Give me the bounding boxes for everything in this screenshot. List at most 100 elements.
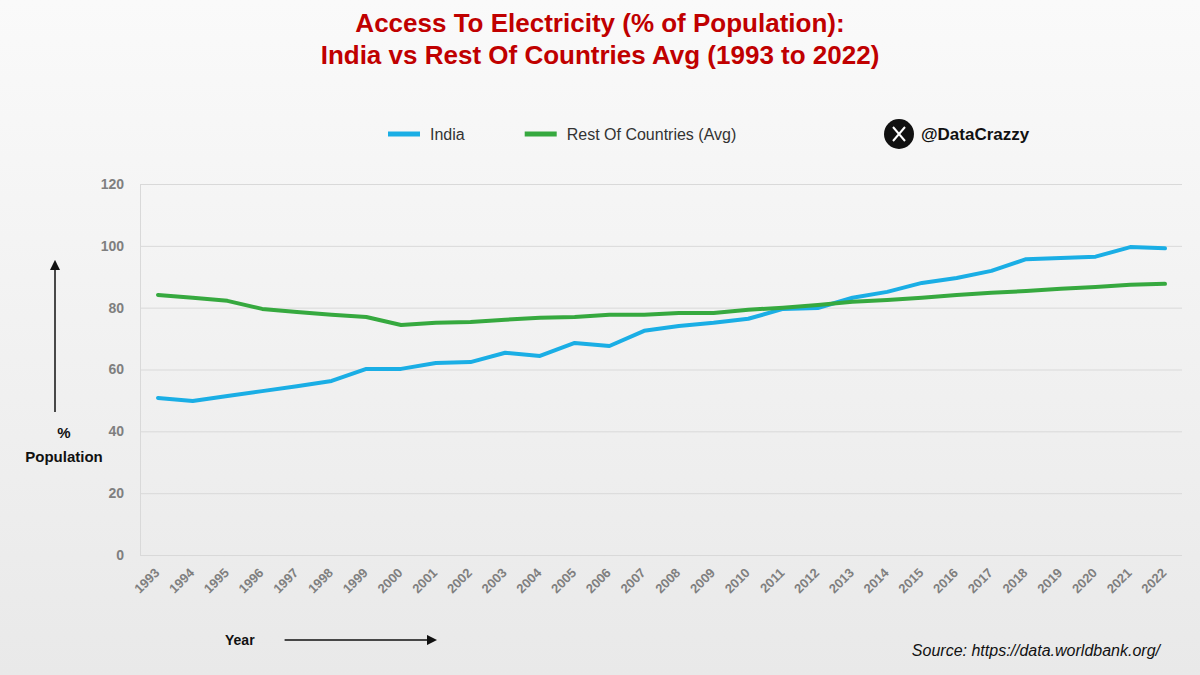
x-tick: 2003 xyxy=(479,555,510,596)
x-tick-label: 1997 xyxy=(270,565,301,596)
x-tick-label: 2016 xyxy=(930,565,961,596)
x-tick-label: 2014 xyxy=(861,565,893,597)
series-line xyxy=(158,247,1165,401)
grid-line xyxy=(140,493,1182,494)
legend-swatch xyxy=(525,132,557,137)
x-tick: 2018 xyxy=(999,555,1030,596)
x-tick: 2004 xyxy=(513,555,545,596)
x-tick-label: 2021 xyxy=(1104,565,1135,596)
handle: @DataCrazzy xyxy=(921,125,1030,144)
title: Access To Electricity (% of Population):… xyxy=(321,8,880,70)
y-tick-label: 100 xyxy=(101,238,125,254)
x-tick: 1996 xyxy=(236,555,267,596)
y-tick: 40 xyxy=(108,423,1182,439)
x-logo-mark xyxy=(893,127,905,141)
chart: Access To Electricity (% of Population):… xyxy=(0,0,1200,675)
x-tick-label: 2022 xyxy=(1138,565,1169,596)
x-tick: 2009 xyxy=(687,555,718,596)
x-tick: 1994 xyxy=(166,555,198,596)
legend-label: Rest Of Countries (Avg) xyxy=(567,126,737,143)
x-tick: 1999 xyxy=(340,555,371,596)
legend-swatch xyxy=(388,132,420,137)
grid-line xyxy=(140,370,1182,371)
background xyxy=(0,0,1200,675)
x-tick-label: 2011 xyxy=(757,565,788,596)
x-tick-label: 1999 xyxy=(340,565,371,596)
x-axis-title: Year xyxy=(225,632,255,648)
y-tick: 20 xyxy=(108,485,1182,501)
x-tick: 2021 xyxy=(1104,555,1135,596)
y-tick: 0 xyxy=(116,547,1182,563)
y-tick: 60 xyxy=(108,361,1182,377)
x-tick-label: 2018 xyxy=(999,565,1030,596)
x-axis-line xyxy=(159,555,1166,556)
x-tick-label: 2004 xyxy=(513,565,545,597)
x-tick-label: 1993 xyxy=(131,565,162,596)
x-tick: 1997 xyxy=(270,555,301,596)
x-tick-label: 2001 xyxy=(409,565,440,596)
x-tick: 2011 xyxy=(757,555,788,596)
x-arrow xyxy=(285,639,435,641)
grid-line xyxy=(140,431,1182,432)
x-tick-label: 2008 xyxy=(652,565,683,596)
x-tick: 2022 xyxy=(1138,555,1169,596)
x-tick: 2020 xyxy=(1069,555,1100,596)
grid-line xyxy=(140,246,1182,247)
x-tick: 2007 xyxy=(618,555,649,596)
x-tick: 2010 xyxy=(722,555,753,596)
x-tick: 2012 xyxy=(791,555,822,596)
x-tick: 2006 xyxy=(583,555,614,596)
x-tick: 2013 xyxy=(826,555,857,596)
title-line: Access To Electricity (% of Population): xyxy=(355,8,844,38)
lines xyxy=(158,247,1165,401)
x-tick-label: 2015 xyxy=(895,565,926,596)
y-tick: 100 xyxy=(101,238,1182,254)
grid-line xyxy=(140,308,1182,309)
x-tick-label: 2017 xyxy=(965,565,996,596)
y-tick-label: 60 xyxy=(108,361,124,377)
y-tick-label: 0 xyxy=(116,547,124,563)
x-tick-label: 1996 xyxy=(236,565,267,596)
x-tick-label: 2020 xyxy=(1069,565,1100,596)
x-tick: 2005 xyxy=(548,555,579,596)
x-tick-label: 2013 xyxy=(826,565,857,596)
x-tick-label: 2006 xyxy=(583,565,614,596)
grid-line xyxy=(140,184,1182,185)
y-axis: 0 20 40 60 80 100 120 xyxy=(101,176,1182,563)
y-tick-label: 40 xyxy=(108,423,124,439)
x-logo xyxy=(884,119,914,149)
x-tick-label: 1994 xyxy=(166,565,198,597)
y-tick-label: 80 xyxy=(108,300,124,316)
x-tick-label: 2019 xyxy=(1034,565,1065,596)
source: Source: https://data.worldbank.org/ xyxy=(912,642,1162,659)
x-tick-label: 2005 xyxy=(548,565,579,596)
y-axis-title-line: % xyxy=(57,424,70,441)
x-tick: 2001 xyxy=(409,555,440,596)
x-tick: 2014 xyxy=(861,555,893,596)
x-tick-label: 2002 xyxy=(444,565,475,596)
x-tick-label: 2009 xyxy=(687,565,718,596)
x-tick-label: 2010 xyxy=(722,565,753,596)
y-axis-title-line: Population xyxy=(25,448,103,465)
x-tick: 1993 xyxy=(131,555,162,596)
x-tick: 1995 xyxy=(201,555,232,596)
y-axis-line xyxy=(141,185,1183,556)
x-tick-label: 1995 xyxy=(201,565,232,596)
title-line: India vs Rest Of Countries Avg (1993 to … xyxy=(321,40,880,70)
x-tick-label: 2000 xyxy=(374,565,405,596)
y-tick-label: 20 xyxy=(108,485,124,501)
y-arrow xyxy=(54,262,56,412)
x-tick-label: 1998 xyxy=(305,565,336,596)
x-axis: 1993199419951996199719981999200020012002… xyxy=(131,555,1169,596)
x-tick: 2002 xyxy=(444,555,475,596)
x-tick: 2000 xyxy=(374,555,405,596)
series-line xyxy=(158,284,1165,325)
x-tick: 2015 xyxy=(895,555,926,596)
legend-label: India xyxy=(430,126,465,143)
x-tick: 2017 xyxy=(965,555,996,596)
y-tick-label: 120 xyxy=(101,176,125,192)
x-tick-label: 2003 xyxy=(479,565,510,596)
x-tick: 1998 xyxy=(305,555,336,596)
x-tick-label: 2012 xyxy=(791,565,822,596)
x-tick-label: 2007 xyxy=(618,565,649,596)
